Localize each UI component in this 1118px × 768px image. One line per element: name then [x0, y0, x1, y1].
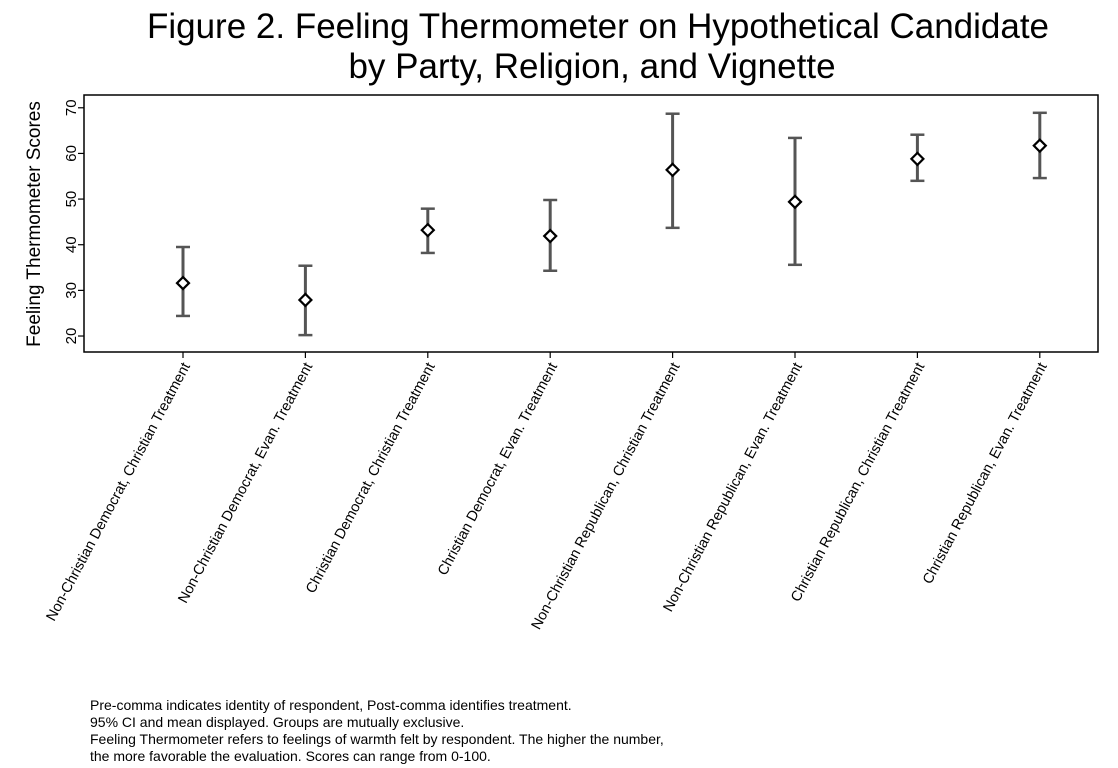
footnote: Pre-comma indicates identity of responde…	[90, 697, 572, 713]
footnote: Feeling Thermometer refers to feelings o…	[90, 731, 664, 747]
y-tick-label: 20	[63, 328, 80, 345]
mean-marker	[909, 151, 925, 167]
y-tick-label: 40	[63, 236, 80, 253]
mean-marker	[787, 194, 803, 210]
x-tick-label: Non-Christian Republican, Evan. Treatmen…	[660, 360, 805, 614]
mean-marker	[420, 222, 436, 238]
y-tick-label: 60	[63, 145, 80, 162]
chart-title: by Party, Religion, and Vignette	[348, 47, 835, 86]
x-tick-label: Christian Republican, Evan. Treatment	[920, 360, 1051, 587]
x-tick-label: Non-Christian Democrat, Christian Treatm…	[44, 360, 194, 624]
mean-marker	[297, 292, 313, 308]
y-tick-label: 70	[63, 99, 80, 116]
mean-marker	[175, 275, 191, 291]
x-tick-label: Christian Republican, Christian Treatmen…	[788, 360, 928, 604]
mean-marker	[542, 228, 558, 244]
x-tick-label: Non-Christian Democrat, Evan. Treatment	[175, 360, 316, 606]
x-tick-label: Christian Democrat, Evan. Treatment	[435, 360, 561, 578]
x-tick-label: Non-Christian Republican, Christian Trea…	[529, 360, 684, 632]
plot-frame	[83, 94, 1099, 353]
chart-title: Figure 2. Feeling Thermometer on Hypothe…	[147, 7, 1049, 46]
mean-marker	[1032, 138, 1048, 154]
footnote: 95% CI and mean displayed. Groups are mu…	[90, 714, 464, 730]
x-tick-label: Christian Democrat, Christian Treatment	[303, 360, 439, 596]
y-tick-label: 50	[63, 191, 80, 208]
y-axis-label: Feeling Thermometer Scores	[24, 101, 45, 347]
y-tick-label: 30	[63, 282, 80, 299]
footnote: the more favorable the evaluation. Score…	[90, 748, 491, 764]
mean-marker	[665, 162, 681, 178]
